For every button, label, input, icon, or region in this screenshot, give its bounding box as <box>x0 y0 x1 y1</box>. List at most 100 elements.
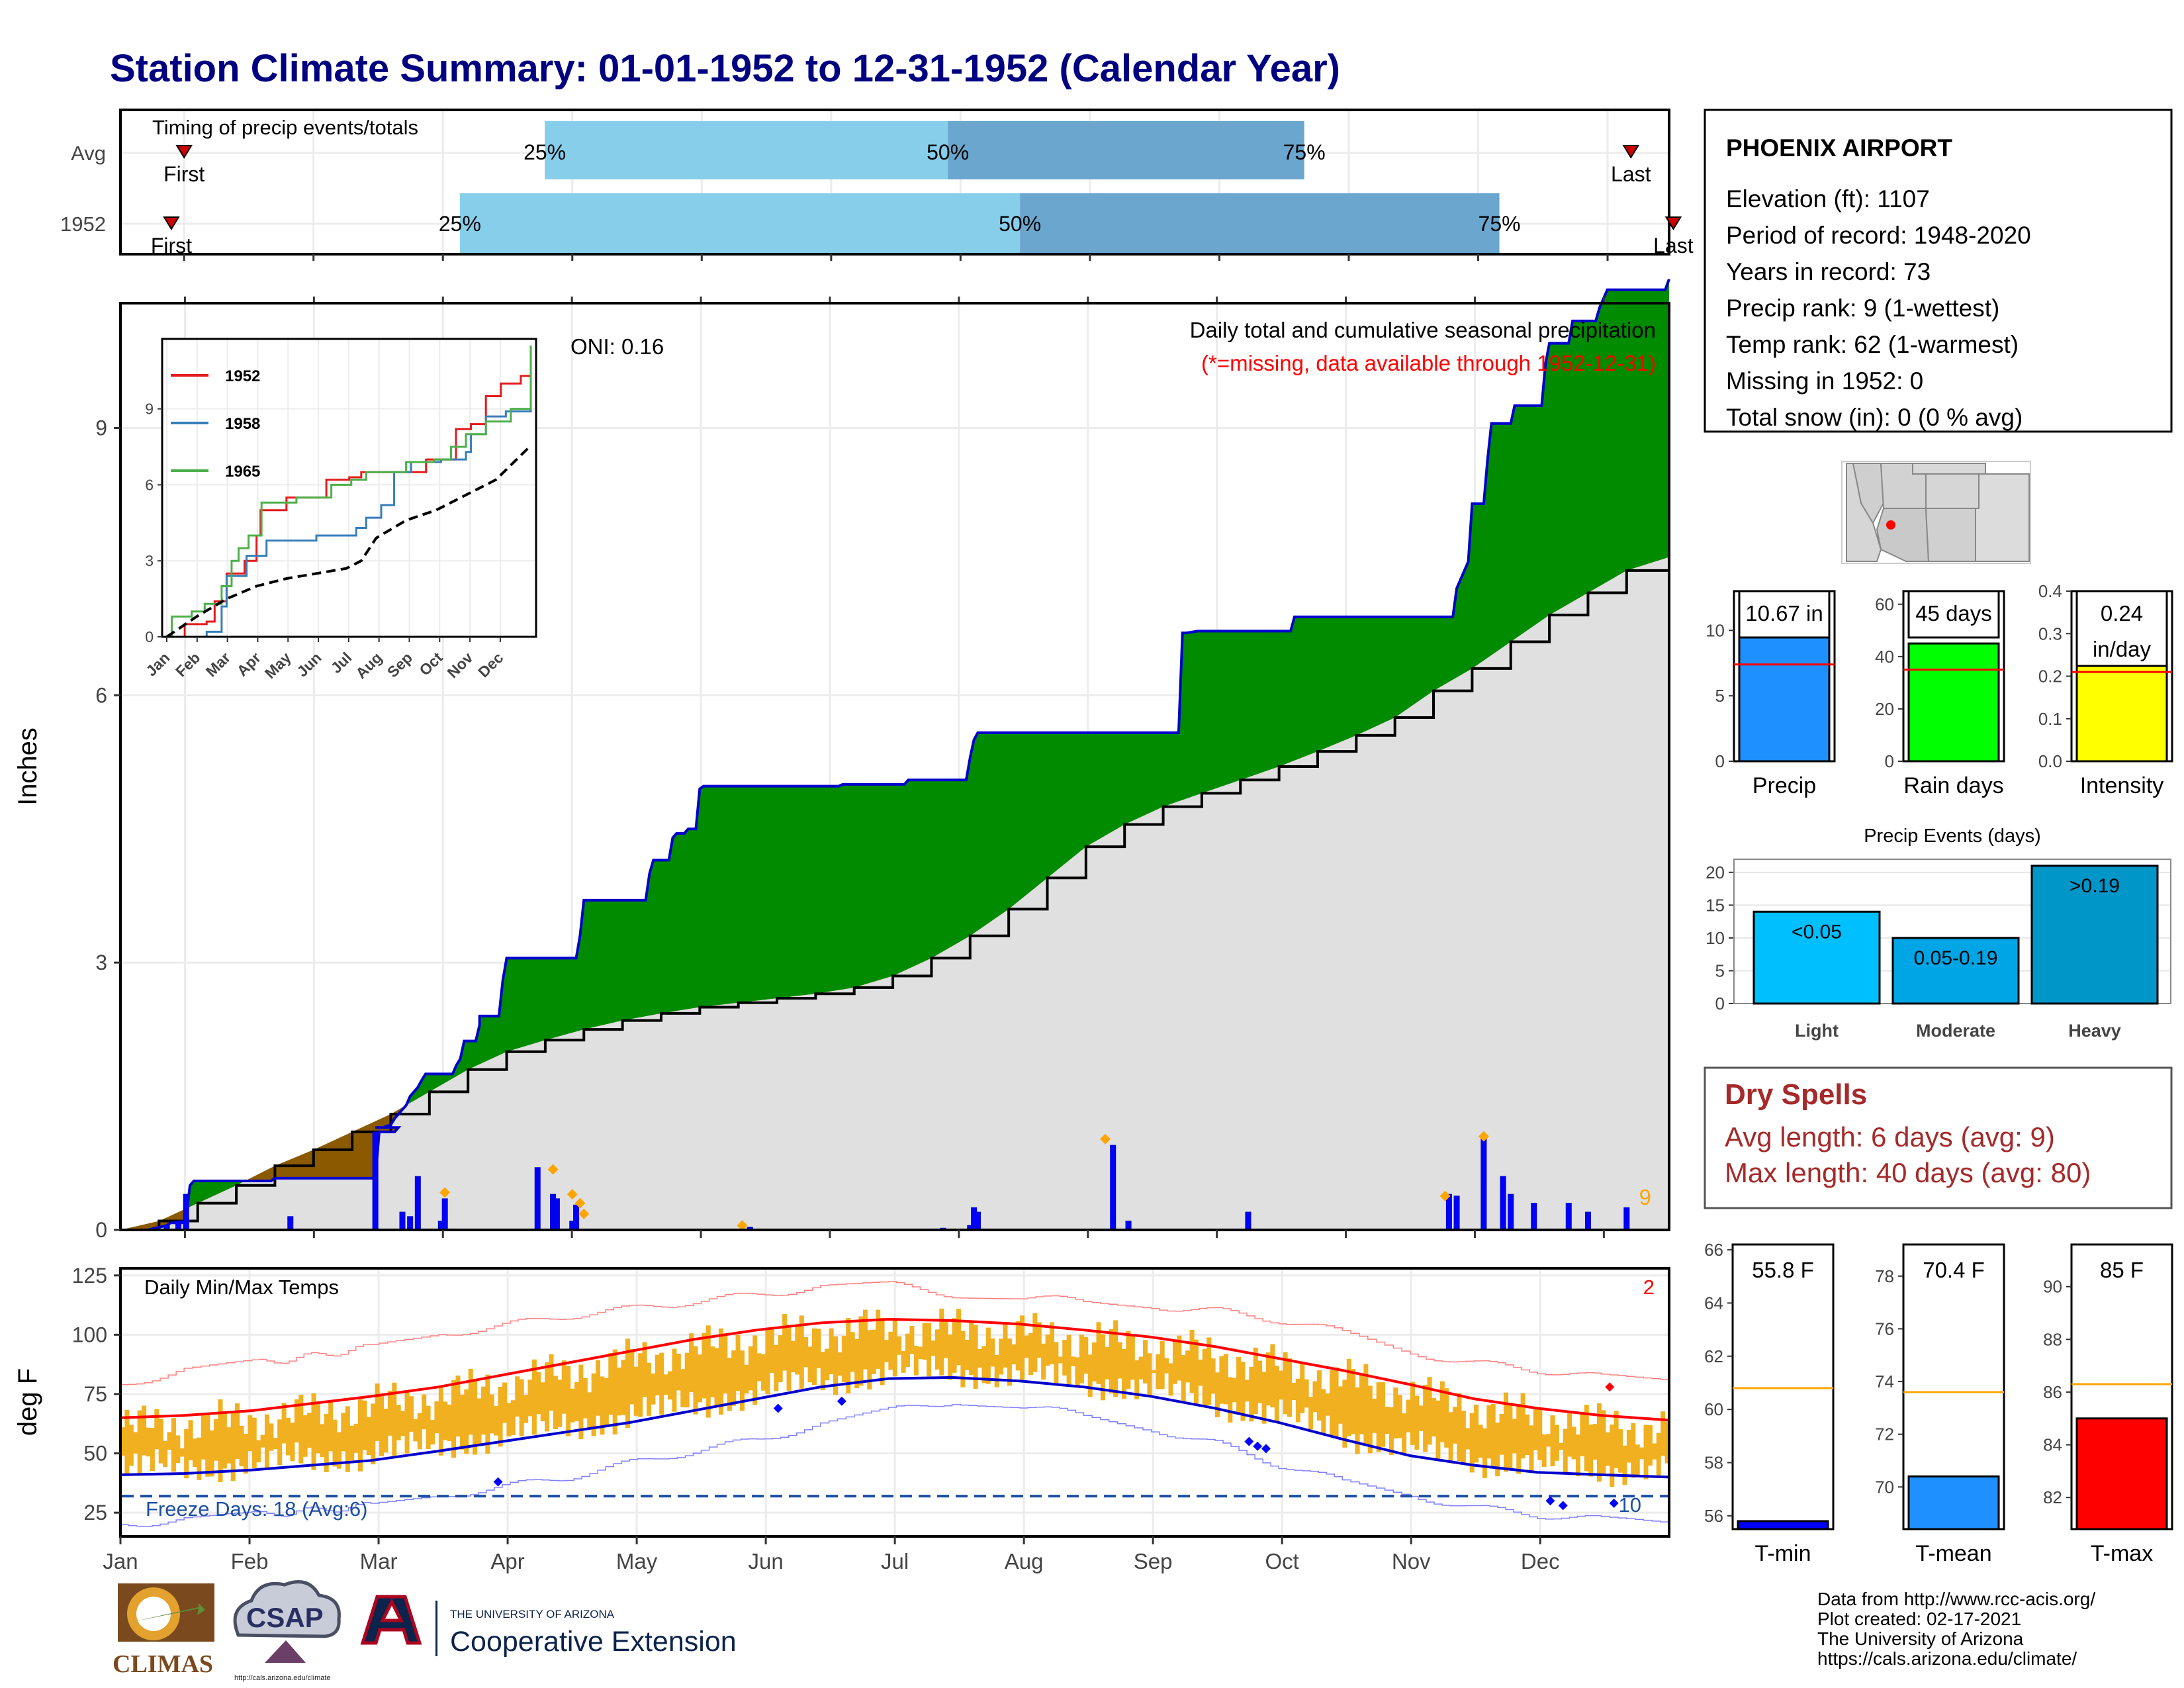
summary-ytick-label: 64 <box>1704 1293 1723 1313</box>
temps-normal-min-line <box>120 1376 1670 1479</box>
temps-daily-range-bar <box>1083 1336 1089 1374</box>
temps-daily-range-bar <box>1079 1335 1084 1383</box>
temps-daily-range-bar <box>1664 1421 1670 1464</box>
temps-daily-range-bar <box>1631 1423 1636 1478</box>
temps-daily-range-bar <box>684 1352 690 1408</box>
temps-daily-range-bar <box>570 1388 575 1423</box>
temps-daily-range-bar <box>226 1427 232 1464</box>
temps-daily-range-bar <box>646 1362 651 1416</box>
temps-daily-range-bar <box>1164 1358 1169 1374</box>
temps-daily-range-bar <box>1656 1432 1661 1477</box>
events-bar-label: 0.05-0.19 <box>1914 947 1998 969</box>
temps-record-low-marker <box>1609 1498 1619 1508</box>
precip-panel: 0 3 6 9 Inches Daily total and cumulative s… <box>13 278 1670 1242</box>
precip-ytick-label: 0 <box>95 1218 107 1242</box>
temps-daily-range-bar <box>1215 1372 1220 1417</box>
climas-logo: CLIMAS <box>113 1583 214 1678</box>
precip-title: Daily total and cumulative seasonal prec… <box>1190 318 1656 342</box>
temps-daily-range-bar <box>999 1338 1004 1375</box>
temps-daily-range-bar <box>723 1335 728 1393</box>
precip-heavy-event-marker <box>1100 1133 1111 1145</box>
summary-value-label-box <box>1907 590 2000 639</box>
temps-daily-range-bar <box>1597 1403 1602 1482</box>
summary-ytick-label: 88 <box>2043 1329 2062 1349</box>
temps-daily-range-bar <box>1223 1354 1228 1405</box>
temps-daily-range-bar <box>561 1360 567 1414</box>
temps-daily-range-bar <box>1486 1405 1492 1459</box>
temps-daily-range-bar <box>438 1386 443 1456</box>
temps-daily-range-bar <box>422 1394 427 1430</box>
timing-first-marker <box>163 216 180 230</box>
temps-daily-range-bar <box>909 1326 915 1354</box>
credit-line-url: https://cals.arizona.edu/climate/ <box>1817 1648 2077 1669</box>
temps-daily-range-bar <box>1240 1362 1246 1421</box>
temps-daily-range-bar <box>413 1419 418 1442</box>
events-ytick-label: 10 <box>1706 928 1725 948</box>
temps-daily-range-bar <box>400 1411 406 1436</box>
timing-percent-label: 75% <box>1283 140 1326 164</box>
temps-daily-range-bar <box>880 1317 885 1385</box>
temps-daily-range-bar <box>1567 1412 1572 1457</box>
temps-daily-range-bar <box>582 1378 588 1419</box>
inset-series-line-avg <box>165 444 532 638</box>
temps-daily-range-bar <box>1427 1377 1432 1445</box>
summary-panel-t-min: 56 58 60 62 64 66 55.8 F T-min <box>1704 1240 1835 1566</box>
temps-daily-range-bar <box>1385 1407 1390 1434</box>
temps-daily-range-bar <box>545 1362 550 1432</box>
temps-daily-range-bar <box>782 1314 788 1371</box>
temps-daily-range-bar <box>443 1401 448 1440</box>
temps-daily-range-bar <box>473 1379 478 1455</box>
summary-value-bar <box>1907 642 2000 763</box>
summary-ytick-label: 58 <box>1704 1453 1723 1473</box>
temps-title: Daily Min/Max Temps <box>144 1276 339 1299</box>
temps-daily-range-bar <box>197 1437 202 1480</box>
temps-daily-range-bar <box>1346 1358 1351 1436</box>
temps-daily-range-bar <box>905 1333 911 1367</box>
temps-daily-range-bar <box>1554 1425 1559 1461</box>
temps-daily-range-bar <box>527 1380 533 1417</box>
temps-daily-range-bar <box>1431 1397 1436 1436</box>
temps-daily-range-bar <box>256 1440 261 1462</box>
temps-record-low-marker <box>773 1403 783 1413</box>
temps-daily-range-bar <box>727 1358 732 1411</box>
temps-daily-range-bar <box>362 1400 367 1450</box>
temps-daily-range-bar <box>1032 1313 1038 1372</box>
temps-daily-range-bar <box>799 1315 804 1389</box>
temps-daily-range-bar <box>1525 1414 1530 1456</box>
temps-daily-range-bar <box>519 1379 524 1436</box>
precip-daily-bar <box>1584 1211 1591 1231</box>
station-line-precip-rank: Precip rank: 9 (1-wettest) <box>1726 295 1999 322</box>
map-state-colorado <box>1925 473 1979 509</box>
temps-daily-range-bar <box>506 1403 512 1436</box>
temps-daily-range-bar <box>1351 1369 1356 1434</box>
temps-daily-range-bar <box>1474 1404 1479 1463</box>
temps-record-low-marker <box>1253 1441 1263 1451</box>
temps-xtick-label: Mar <box>360 1549 398 1573</box>
temps-daily-range-bar <box>1622 1445 1627 1485</box>
temps-daily-range-bar <box>1071 1356 1076 1366</box>
timing-last-label: Last <box>1653 234 1694 258</box>
temps-daily-range-bar <box>846 1318 851 1394</box>
temps-daily-range-bar <box>1249 1366 1254 1422</box>
temps-daily-range-bar <box>192 1438 197 1468</box>
temps-daily-range-bar <box>795 1325 800 1375</box>
station-line-period: Period of record: 1948-2020 <box>1726 222 2031 249</box>
events-category-label: Heavy <box>2068 1021 2121 1041</box>
temps-daily-range-bar <box>251 1417 257 1468</box>
temps-daily-range-bar <box>1232 1378 1237 1403</box>
temps-daily-range-bar <box>243 1434 248 1474</box>
precip-daily-bar <box>1453 1196 1460 1231</box>
csap-url-text: http://cals.arizona.edu/climate <box>234 1674 331 1682</box>
temps-daily-range-bar <box>1109 1329 1114 1393</box>
summary-panel-intensity: 0.0 0.1 0.2 0.3 0.4 0.24 in/day Intensity <box>2038 581 2173 798</box>
precip-events-panel: Precip Events (days) 05101520<0.05Light0… <box>1706 825 2171 1041</box>
temps-daily-range-bar <box>1147 1353 1152 1395</box>
temps-daily-range-bar <box>163 1440 168 1468</box>
temps-daily-range-bar <box>697 1354 702 1403</box>
temps-daily-range-bar <box>1291 1382 1297 1401</box>
temps-daily-range-bar <box>1381 1382 1386 1447</box>
temps-daily-range-bar <box>1448 1412 1453 1464</box>
temps-daily-range-bar <box>205 1413 210 1477</box>
summary-value-label-unit: in/day <box>2093 637 2152 661</box>
precip-daily-bar <box>1110 1145 1116 1231</box>
